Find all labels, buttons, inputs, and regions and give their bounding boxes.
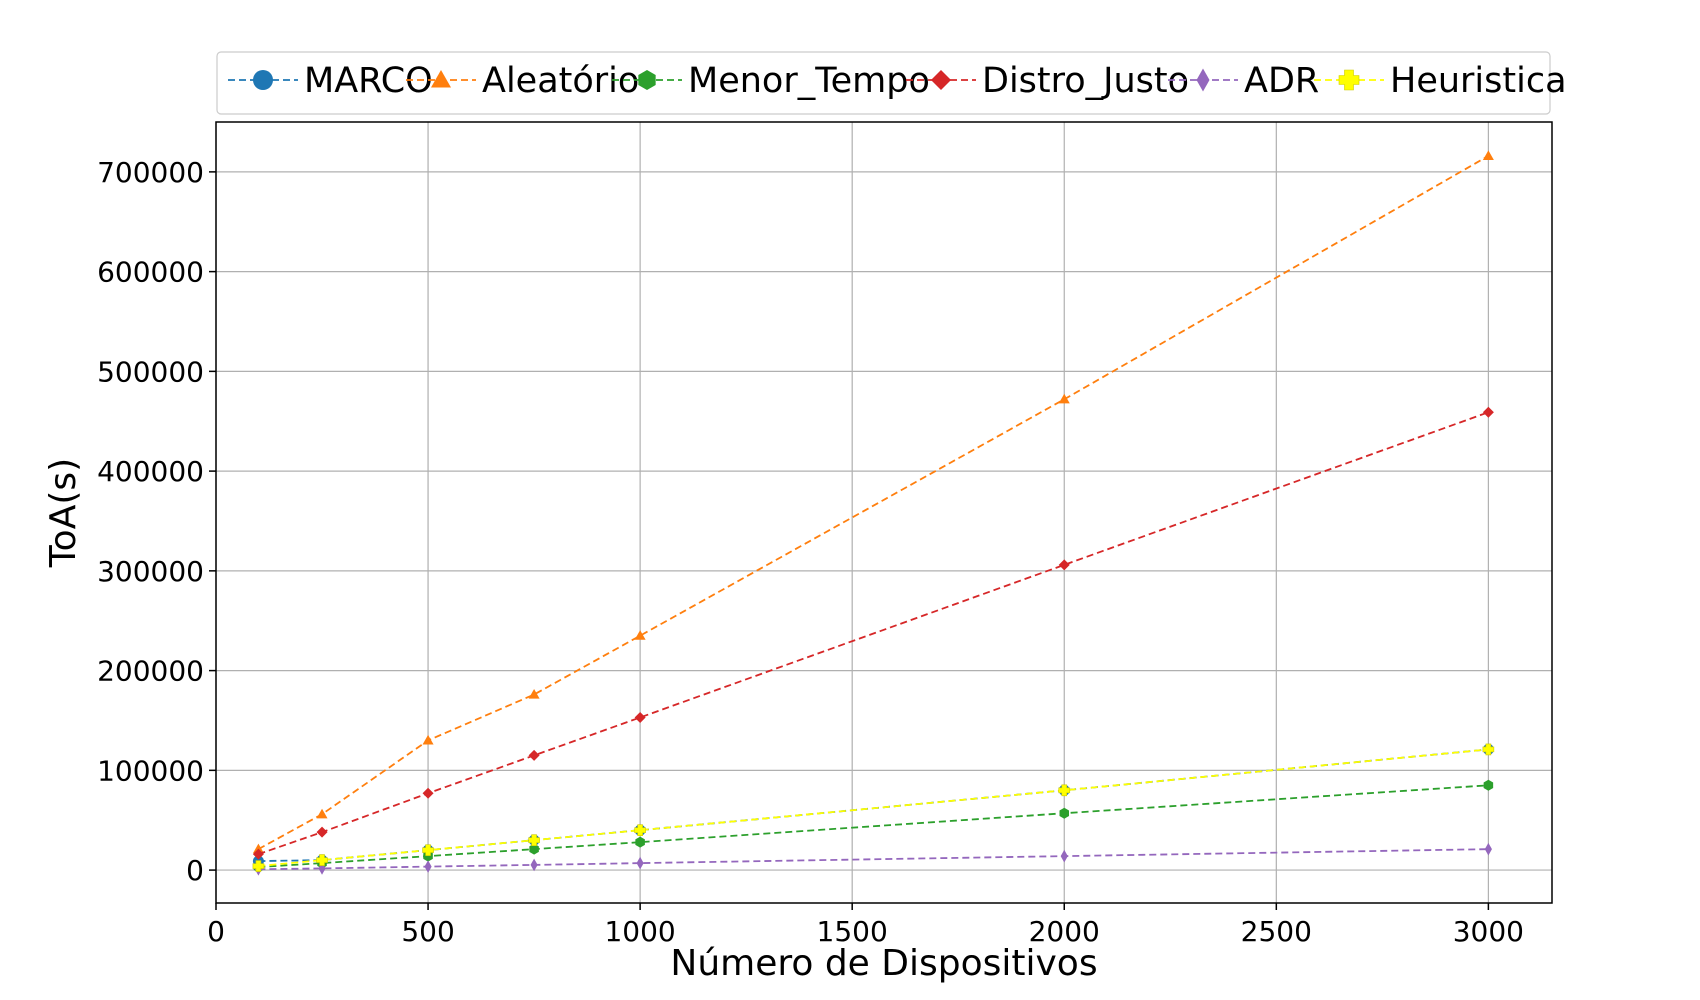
x-tick-label: 2000 — [1029, 915, 1100, 948]
data-point-heuristica — [634, 824, 646, 836]
data-point-heuristica — [1058, 784, 1071, 797]
legend-marker-distro-justo — [931, 70, 951, 90]
data-point-aleat-rio — [1058, 393, 1070, 404]
legend-label-marco: MARCO — [304, 61, 433, 101]
data-point-distro-justo — [634, 711, 646, 723]
series-line-heuristica — [258, 748, 1489, 867]
x-tick-label: 2500 — [1241, 915, 1312, 948]
data-point-menor-tempo — [1059, 807, 1070, 819]
legend-marker-marco — [253, 70, 273, 90]
x-tick-label: 0 — [207, 915, 225, 948]
data-point-distro-justo — [422, 787, 434, 799]
data-point-heuristica — [1482, 743, 1495, 756]
legend-entry-marco: MARCO — [228, 61, 433, 101]
y-tick-label: 0 — [186, 854, 204, 887]
legend-label-aleat-rio: Aleatório — [482, 61, 639, 101]
data-point-adr — [1484, 842, 1492, 856]
data-point-aleat-rio — [634, 630, 646, 640]
series-adr — [254, 842, 1492, 876]
data-point-aleat-rio — [422, 734, 434, 745]
data-point-distro-justo — [1058, 559, 1070, 571]
x-axis-label: Número de Dispositivos — [670, 943, 1097, 984]
series-line-adr — [258, 848, 1489, 871]
x-tick-label: 3000 — [1453, 915, 1524, 948]
y-axis-ticks: 0 100000 200000 300000 400000 500000 600000 700… — [97, 156, 216, 887]
y-axis-label: ToA(s) — [43, 458, 84, 568]
x-tick-label: 1500 — [817, 915, 888, 948]
x-tick-label: 1000 — [604, 915, 675, 948]
legend-label-adr: ADR — [1244, 61, 1319, 101]
data-point-menor-tempo — [1483, 779, 1494, 791]
series-line-aleat-rio — [257, 155, 1489, 850]
data-point-adr — [636, 856, 644, 870]
legend-entry-adr: ADR — [1168, 61, 1319, 101]
data-point-aleat-rio — [1482, 150, 1494, 161]
legend-marker-heuristica — [1338, 69, 1360, 91]
data-point-heuristica — [422, 844, 434, 856]
legend-entry-menor-tempo: Menor_Tempo — [612, 61, 930, 101]
x-axis-ticks: 0 500 1000 1500 2000 2500 3000 — [207, 903, 1524, 948]
legend-label-heuristica: Heuristica — [1390, 61, 1567, 101]
data-point-menor-tempo — [529, 843, 539, 855]
series-line-menor-tempo — [258, 784, 1489, 868]
data-point-distro-justo — [528, 749, 540, 761]
legend-label-menor-tempo: Menor_Tempo — [688, 61, 930, 101]
data-point-distro-justo — [1482, 406, 1494, 418]
legend-frame — [216, 51, 1551, 115]
y-tick-label: 500000 — [97, 355, 204, 388]
data-point-aleat-rio — [528, 689, 540, 699]
legend-entry-heuristica: Heuristica — [1314, 61, 1567, 101]
x-tick-label: 500 — [401, 915, 454, 948]
legend: MARCO Aleatório Menor_Tempo Distro_Justo ADR… — [216, 51, 1567, 115]
data-point-heuristica — [528, 834, 540, 846]
data-point-heuristica — [316, 854, 328, 866]
legend-label-distro-justo: Distro_Justo — [982, 61, 1189, 101]
legend-entry-aleat-rio: Aleatório — [406, 61, 639, 101]
data-point-distro-justo — [316, 826, 328, 838]
data-point-adr — [530, 858, 538, 872]
data-point-menor-tempo — [635, 836, 645, 848]
data-point-adr — [424, 860, 432, 873]
y-tick-label: 100000 — [97, 754, 204, 787]
data-point-adr — [1060, 849, 1068, 863]
series-menor-tempo — [253, 779, 1494, 873]
data-point-heuristica — [252, 860, 265, 872]
y-tick-label: 300000 — [97, 555, 204, 588]
series-layer — [252, 150, 1495, 876]
series-heuristica — [252, 743, 1495, 872]
y-tick-label: 200000 — [97, 655, 204, 688]
y-tick-label: 600000 — [97, 256, 204, 289]
series-line-marco — [258, 748, 1489, 863]
y-tick-label: 400000 — [97, 455, 204, 488]
series-distro-justo — [252, 406, 1494, 860]
legend-marker-adr — [1196, 68, 1210, 92]
plot-area-frame — [215, 121, 1553, 904]
legend-marker-aleat-rio — [431, 70, 451, 88]
grid — [215, 122, 1552, 903]
legend-marker-menor-tempo — [638, 70, 656, 90]
series-line-distro-justo — [258, 411, 1489, 855]
legend-entry-distro-justo: Distro_Justo — [906, 61, 1189, 101]
data-point-aleat-rio — [316, 808, 328, 819]
series-aleat-rio — [252, 150, 1494, 854]
data-point-distro-justo — [252, 848, 264, 860]
data-point-aleat-rio — [252, 843, 264, 854]
y-tick-label: 700000 — [97, 156, 204, 189]
